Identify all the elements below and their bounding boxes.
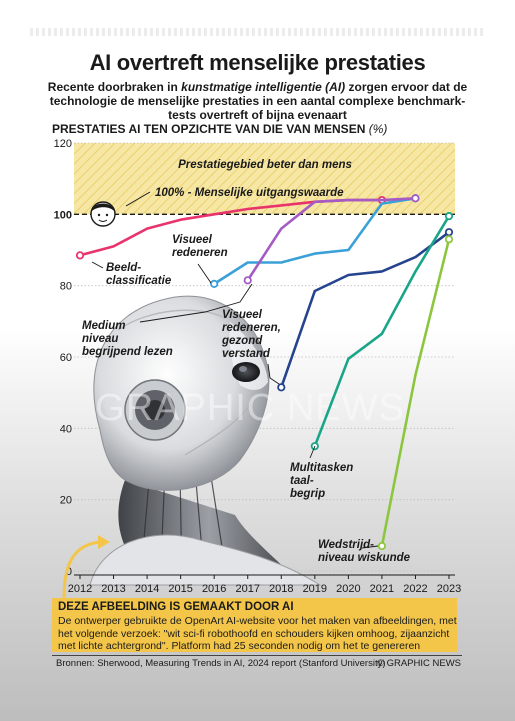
series-label-leader bbox=[267, 363, 280, 385]
series-label-leader bbox=[91, 261, 104, 269]
series-end-point bbox=[444, 235, 454, 244]
subtitle-text-start: Recente doorbraken in bbox=[47, 80, 182, 94]
page-subtitle: Recente doorbraken in kunstmatige intell… bbox=[40, 80, 475, 122]
series-label: Wedstrijd-niveau wiskunde bbox=[318, 539, 411, 564]
robot-illustration bbox=[89, 295, 322, 586]
baseline-label: 100% - Menselijke uitgangswaarde bbox=[155, 187, 344, 199]
series-label-line: redeneren, bbox=[222, 322, 281, 334]
footer-divider bbox=[52, 655, 462, 656]
series-label-line: Medium bbox=[82, 320, 125, 332]
chart-axes: 0 20 40 60 80 100 120 2012 2013 2014 2015 2016 2017 2… bbox=[54, 138, 462, 595]
x-tick-label: 2013 bbox=[101, 583, 125, 595]
ai-note-title: DEZE AFBEELDING IS GEMAAKT DOOR AI bbox=[58, 601, 294, 613]
subtitle-text-end: zorgen ervoor dat de technologie de mens… bbox=[49, 80, 468, 122]
ai-note-arrowhead bbox=[98, 535, 110, 549]
y-tick-label: 80 bbox=[60, 281, 72, 293]
header-decoration bbox=[30, 28, 485, 36]
series-label-line: niveau bbox=[82, 333, 118, 345]
human-face-icon bbox=[90, 201, 116, 227]
ai-note-box bbox=[52, 598, 457, 652]
series-label: Multitasken taal-begrip bbox=[290, 462, 353, 500]
series-label-line: niveau wiskunde bbox=[318, 552, 411, 564]
ai-note-arrow bbox=[62, 540, 101, 599]
zone-hatch bbox=[74, 143, 455, 215]
series-line bbox=[380, 238, 451, 548]
series-label-leader bbox=[309, 445, 316, 459]
y-tick-label: 20 bbox=[60, 495, 72, 507]
series-label-line: Wedstrijd- bbox=[318, 539, 374, 551]
series-label: Visueel redeneren bbox=[172, 234, 228, 259]
sources-text: Bronnen: Sherwood, Measuring Trends in A… bbox=[56, 658, 386, 669]
series-end-point bbox=[444, 212, 454, 221]
baseline-label-leader bbox=[125, 191, 151, 207]
series-line bbox=[246, 197, 417, 282]
series-label-line: begrip bbox=[290, 488, 325, 500]
chart-title: PRESTATIES AI TEN OPZICHTE VAN DIE VAN M… bbox=[52, 122, 387, 136]
series-label: Medium niveau begrijpend lezen bbox=[82, 320, 173, 358]
series-start-point bbox=[243, 276, 252, 285]
x-tick-label: 2016 bbox=[202, 583, 226, 595]
series-label-line: Beeld- bbox=[106, 262, 141, 274]
chart-series bbox=[75, 194, 454, 551]
human-baseline: 100% - Menselijke uitgangswaarde bbox=[74, 187, 455, 216]
series-label-line: begrijpend lezen bbox=[82, 346, 173, 358]
x-tick-label: 2015 bbox=[168, 583, 192, 595]
page-title: AI overtreft menselijke prestaties bbox=[89, 50, 426, 75]
series-start-point bbox=[277, 383, 286, 392]
y-tick-label: 40 bbox=[60, 423, 72, 435]
y-tick-label: 100 bbox=[54, 209, 72, 221]
series-line bbox=[313, 214, 451, 448]
x-tick-label: 2022 bbox=[403, 583, 427, 595]
series-label-leader bbox=[139, 283, 253, 323]
ai-note-text: De ontwerper gebruikte de OpenArt AI-web… bbox=[58, 615, 457, 652]
series-label-line: gezond bbox=[221, 335, 263, 347]
series-label-line: Visueel bbox=[172, 234, 213, 246]
x-tick-label: 2012 bbox=[68, 583, 92, 595]
series-label-line: taal- bbox=[290, 475, 314, 487]
x-tick-label: 2020 bbox=[336, 583, 360, 595]
chart-title-main: PRESTATIES AI TEN OPZICHTE VAN DIE VAN M… bbox=[52, 122, 366, 136]
series-label-line: classificatie bbox=[106, 275, 172, 287]
series-start-point bbox=[75, 251, 85, 260]
y-tick-label: 120 bbox=[54, 138, 72, 150]
watermark-text: GRAPHIC NEWS bbox=[95, 387, 405, 429]
y-tick-label: 0 bbox=[66, 566, 72, 578]
series-label-leader bbox=[361, 545, 379, 549]
series-start-point bbox=[377, 541, 387, 551]
x-tick-label: 2017 bbox=[235, 583, 259, 595]
series-label-line: redeneren bbox=[172, 247, 228, 259]
x-tick-label: 2014 bbox=[135, 583, 159, 595]
x-tick-label: 2023 bbox=[437, 583, 461, 595]
series-end-point bbox=[444, 228, 454, 237]
series-label: Visueel redeneren, gezond verstand bbox=[221, 309, 281, 360]
series-end-point bbox=[411, 194, 420, 203]
credit-text: © GRAPHIC NEWS bbox=[376, 658, 461, 669]
chart-title-unit: (%) bbox=[368, 122, 388, 136]
subtitle-emphasis: kunstmatige intelligentie (AI) bbox=[181, 80, 346, 94]
series-label-line: Multitasken bbox=[290, 462, 353, 474]
better-than-human-zone: Prestatiegebied beter dan mens bbox=[74, 143, 455, 215]
x-tick-label: 2019 bbox=[303, 583, 327, 595]
series-label-line: Visueel bbox=[222, 309, 263, 321]
x-tick-label: 2018 bbox=[269, 583, 293, 595]
y-tick-label: 60 bbox=[60, 352, 72, 364]
series-label-leader bbox=[197, 263, 212, 284]
series-start-point bbox=[210, 279, 219, 288]
series-line bbox=[212, 197, 417, 286]
zone-label: Prestatiegebied beter dan mens bbox=[178, 159, 352, 171]
x-tick-label: 2021 bbox=[370, 583, 394, 595]
series-label: Beeld-classificatie bbox=[106, 262, 172, 287]
series-line bbox=[280, 230, 451, 389]
series-label-line: verstand bbox=[222, 348, 271, 360]
